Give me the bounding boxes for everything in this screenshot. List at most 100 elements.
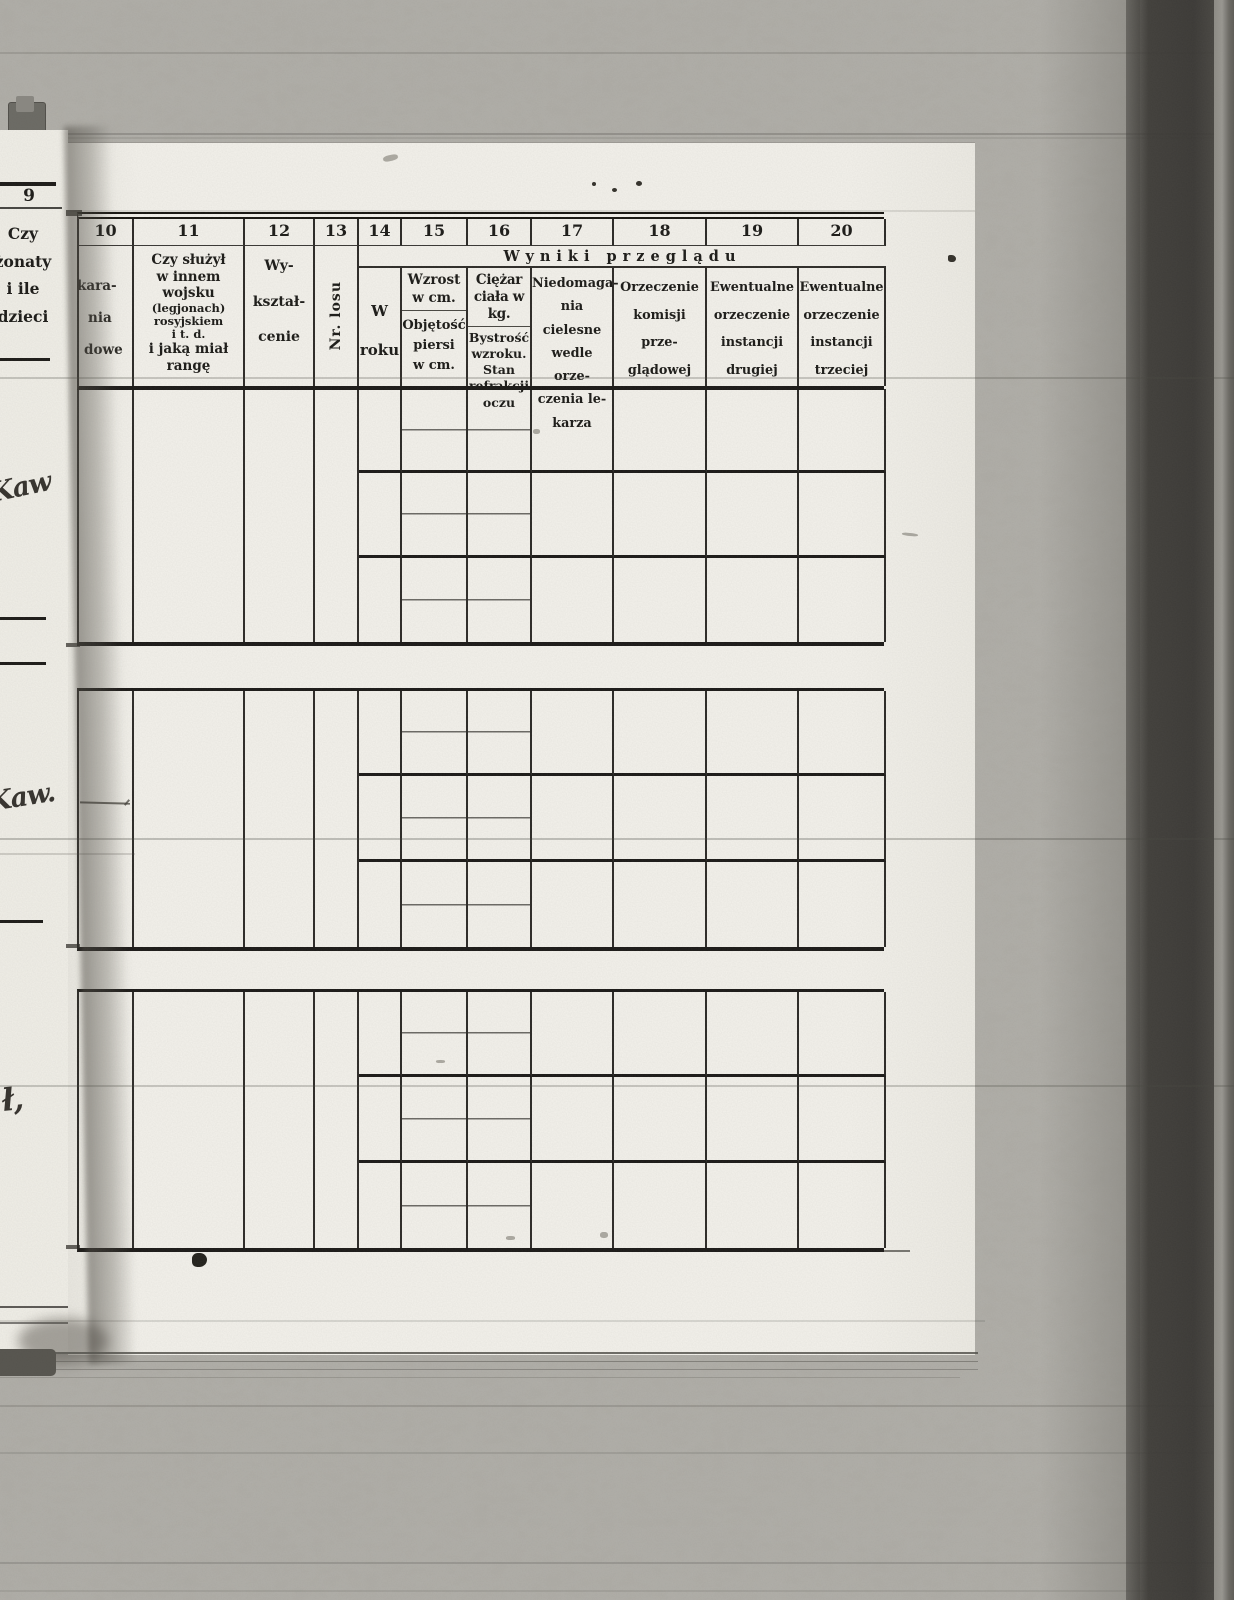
table-cell xyxy=(614,691,707,777)
table-cell xyxy=(532,861,614,947)
handwriting-fragment: Kaw. xyxy=(0,776,57,819)
table-cell xyxy=(402,691,468,777)
table-cell xyxy=(468,861,532,947)
table-cell xyxy=(799,992,886,1078)
column-9-header: Czy żonaty i ile dzieci xyxy=(0,224,52,326)
table-cell xyxy=(468,557,532,642)
column-11-header: Czy służył w innem wojsku (legjonach) ro… xyxy=(134,246,245,386)
table-cell xyxy=(468,1162,532,1248)
table-cell xyxy=(532,557,614,642)
table-cell xyxy=(359,691,402,777)
column-number: 17 xyxy=(532,219,614,246)
page-stack-edge xyxy=(0,1369,978,1370)
column-number: 19 xyxy=(707,219,799,246)
rule-line xyxy=(0,1306,68,1308)
column-number: 13 xyxy=(315,219,359,246)
rule-line xyxy=(0,920,43,923)
table-cell xyxy=(799,557,886,642)
table-cell xyxy=(532,389,614,474)
table-cell xyxy=(532,691,614,777)
table-cell xyxy=(799,776,886,862)
header-line: wojsku xyxy=(162,285,215,302)
record-row-1 xyxy=(77,389,886,646)
header-line: rangę xyxy=(166,357,211,374)
table-cell xyxy=(134,992,245,1248)
table-cell xyxy=(134,389,245,642)
column-14-header: W roku xyxy=(359,268,402,386)
table-cell xyxy=(707,389,799,474)
table-cell xyxy=(134,691,245,947)
column-20-header: Ewentualne orzeczenie instancji trzeciej xyxy=(799,268,886,386)
table-cell xyxy=(614,473,707,558)
header-upper: Ciężar ciała w kg. xyxy=(468,268,530,327)
column-number: 18 xyxy=(614,219,707,246)
column-13-header: Nr. losu xyxy=(315,246,359,386)
table-cell xyxy=(359,389,402,474)
table-cell xyxy=(799,1077,886,1163)
table-cell xyxy=(245,992,315,1248)
column-16-header: Ciężar ciała w kg. Bystrość wzroku. Stan… xyxy=(468,268,532,410)
column-number: 14 xyxy=(359,219,402,246)
header-lower: Objętość piersi w cm. xyxy=(402,318,466,374)
results-banner: Wyniki przeglądu xyxy=(359,246,886,268)
table-cell xyxy=(614,861,707,947)
table-cell xyxy=(315,691,359,947)
table-cell xyxy=(532,473,614,558)
table-cell xyxy=(402,557,468,642)
table-cell xyxy=(707,1077,799,1163)
table-cell xyxy=(359,992,402,1078)
table-cell xyxy=(402,861,468,947)
table-cell xyxy=(614,557,707,642)
table-cell xyxy=(402,389,468,474)
table-cell xyxy=(402,1162,468,1248)
table-cell xyxy=(799,1162,886,1248)
table-cell xyxy=(468,776,532,862)
page-stack-edge xyxy=(0,1361,978,1362)
header-line: Czy służył xyxy=(151,252,226,268)
table-cell xyxy=(707,992,799,1078)
column-number: 15 xyxy=(402,219,468,246)
table-cell xyxy=(315,389,359,642)
table-cell xyxy=(532,992,614,1078)
column-17-header: Niedomaga- nia cielesne wedle orze- czen… xyxy=(532,268,619,431)
table-cell xyxy=(468,1077,532,1163)
left-page-edge: 9 Czy żonaty i ile dzieci Kaw Kaw. ł, xyxy=(0,130,68,1354)
ink-speck xyxy=(612,188,617,192)
ink-speck xyxy=(506,1236,515,1240)
table-cell xyxy=(614,1077,707,1163)
record-row-2 xyxy=(77,688,886,951)
table-cell xyxy=(402,992,468,1078)
column-9-number: 9 xyxy=(23,186,35,206)
column-number: 20 xyxy=(799,219,886,246)
ink-speck xyxy=(436,1060,445,1063)
page-corner-shadow xyxy=(0,1349,56,1376)
binder-clip-top xyxy=(16,96,34,112)
handwriting-fragment: Kaw xyxy=(0,465,54,510)
table-cell xyxy=(799,691,886,777)
table-header: 10 11 12 13 14 15 16 17 18 19 20 Wyniki … xyxy=(77,212,886,431)
table-cell xyxy=(707,557,799,642)
rule-line xyxy=(0,182,56,186)
table-cell xyxy=(359,861,402,947)
binding-shadow-soft xyxy=(1040,0,1140,1600)
record-row-3 xyxy=(77,989,886,1252)
table-cell xyxy=(532,1077,614,1163)
table-cell xyxy=(402,1077,468,1163)
column-15-header: Wzrost w cm. Objętość piersi w cm. xyxy=(402,268,468,386)
column-number: 16 xyxy=(468,219,532,246)
table-cell xyxy=(707,473,799,558)
table-cell xyxy=(245,389,315,642)
rule-line xyxy=(66,944,80,948)
table-cell xyxy=(614,776,707,862)
header-upper: Wzrost w cm. xyxy=(402,268,466,312)
table-cell xyxy=(707,861,799,947)
table-cell xyxy=(359,1077,402,1163)
table-cell xyxy=(468,691,532,777)
header-line: w innem xyxy=(156,268,221,285)
table-cell xyxy=(468,992,532,1078)
rule-line xyxy=(66,1245,80,1249)
table-cell xyxy=(799,473,886,558)
column-number: 11 xyxy=(134,219,245,246)
table-cell xyxy=(532,776,614,862)
